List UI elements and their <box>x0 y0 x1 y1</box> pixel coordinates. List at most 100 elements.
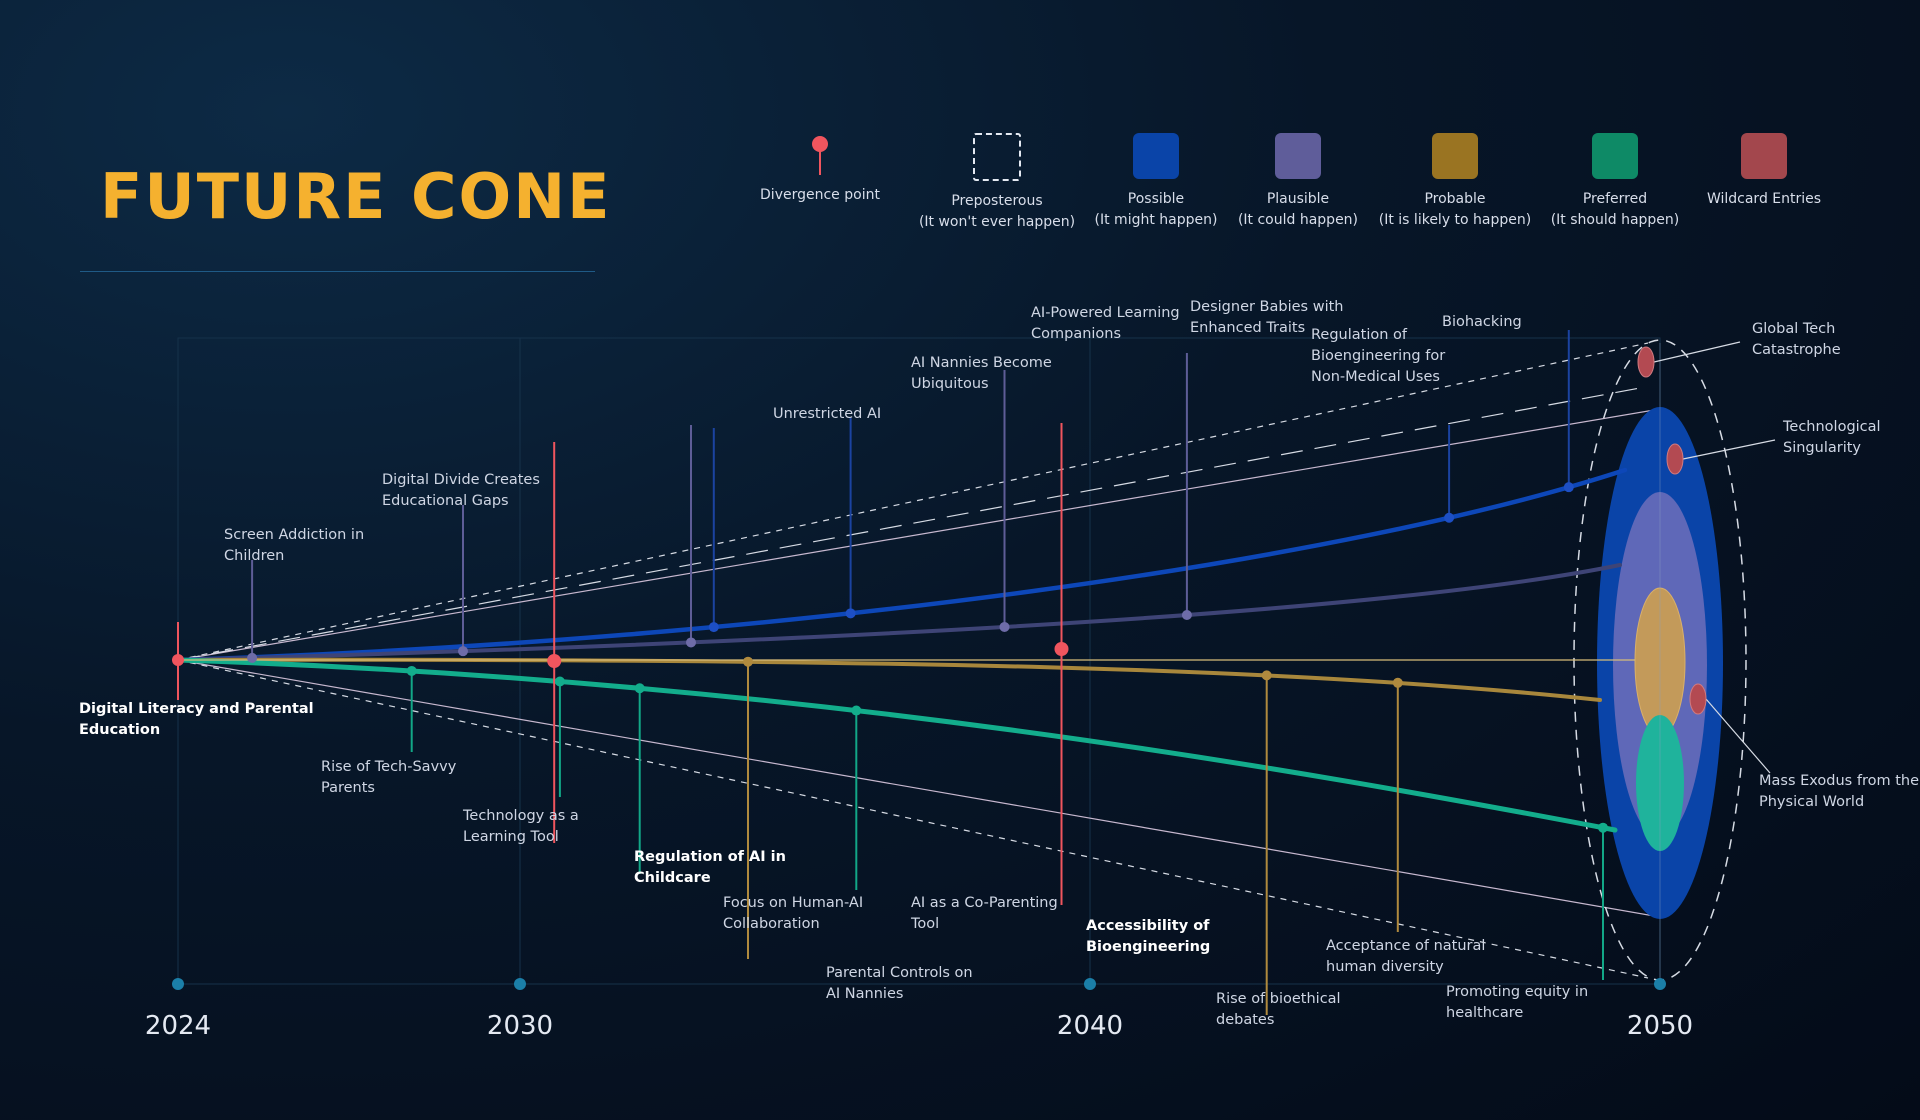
preposterous-upper-edge <box>177 342 1649 661</box>
plausible-event-label: Unrestricted AI <box>773 406 881 422</box>
wildcard-marker <box>1637 346 1655 378</box>
preferred-event-label-line: healthcare <box>1446 1005 1523 1021</box>
origin-label: Digital Literacy and Parental Education <box>79 701 314 738</box>
divergence-point <box>547 654 562 668</box>
legend-label: Possible <box>1127 191 1185 207</box>
wildcard-label-line: Mass Exodus from the <box>1759 773 1919 789</box>
year-marker <box>1654 978 1666 990</box>
probable-event-label-line: Acceptance of natural <box>1326 938 1485 954</box>
year-axis: 2024 2030 2040 2050 <box>145 978 1693 1041</box>
possible-event-label-line: Regulation of <box>1311 327 1408 343</box>
wildcard-label-line: Catastrophe <box>1752 342 1841 358</box>
legend-sublabel: (It should happen) <box>1550 212 1680 228</box>
possible-event-label-line: Biohacking <box>1442 314 1522 330</box>
possible-event-dot <box>708 622 719 633</box>
plausible-event-label-line: Companions <box>1031 326 1121 342</box>
plausible-upper-edge <box>177 387 1641 661</box>
legend-label: Divergence point <box>760 187 880 203</box>
preferred-event-label-line: Parents <box>321 780 375 796</box>
year-marker <box>514 978 526 990</box>
possible-swatch-icon <box>1133 133 1179 179</box>
possible-curve <box>175 467 1628 663</box>
possible-event-dot <box>1444 512 1455 523</box>
legend-sublabel: (It won't ever happen) <box>918 214 1076 230</box>
event-dots <box>172 346 1707 833</box>
probable-event-label: Acceptance of natural human diversity <box>1326 938 1485 975</box>
preferred-event-dot <box>634 683 645 694</box>
possible-event-dot <box>1563 482 1574 493</box>
legend-label: Probable <box>1424 191 1486 207</box>
preferred-event-label: Focus on Human-AI Collaboration <box>723 895 863 932</box>
event-stems <box>177 330 1776 1015</box>
year-marker <box>172 978 184 990</box>
divergence-pin-icon <box>812 133 828 179</box>
plausible-event-label: AI-Powered Learning Companions <box>1031 305 1180 342</box>
preferred-event-dot <box>1598 822 1608 833</box>
probable-event-dot <box>1392 677 1403 688</box>
legend-sublabel: (It could happen) <box>1237 212 1359 228</box>
legend-item-possible: Possible (It might happen) <box>1076 130 1236 231</box>
plausible-event-label-line: Designer Babies with <box>1190 299 1343 315</box>
plausible-event-label-line: Screen Addiction in <box>224 527 364 543</box>
preferred-event-dot <box>851 705 862 716</box>
plausible-curve <box>176 563 1622 662</box>
wildcard-marker <box>1689 683 1707 715</box>
cone-end-ellipses <box>1573 339 1747 981</box>
plausible-event-label-line: Educational Gaps <box>382 493 509 509</box>
legend-item-plausible: Plausible (It could happen) <box>1218 130 1378 231</box>
plausible-event-label-line: Unrestricted AI <box>773 406 881 422</box>
probable-event-dot <box>743 656 753 667</box>
origin-divergence-point <box>172 654 184 666</box>
legend-label: Wildcard Entries <box>1706 191 1822 207</box>
year-label: 2050 <box>1627 1011 1693 1041</box>
possible-event-label-line: Ubiquitous <box>911 376 989 392</box>
preferred-curve <box>175 657 1618 833</box>
legend-item-divergence: Divergence point <box>740 130 900 206</box>
origin-label-line: Digital Literacy and Parental <box>79 701 314 717</box>
plausible-event-label: Designer Babies with Enhanced Traits <box>1190 299 1343 336</box>
scenario-curves <box>175 467 1635 833</box>
divergence-event-label: Regulation of AI in Childcare <box>634 849 786 886</box>
possible-event-label: Regulation of Bioengineering for Non-Medic… <box>1311 327 1445 385</box>
preferred-event-label-line: Focus on Human-AI <box>723 895 863 911</box>
divergence-event-label-line: Childcare <box>634 870 711 886</box>
wildcard-label-line: Technological <box>1782 419 1881 435</box>
year-label: 2024 <box>145 1011 211 1041</box>
page-title: FUTURE CONE <box>100 160 612 233</box>
preferred-event-label-line: Technology as a <box>462 808 579 824</box>
legend-label: Plausible <box>1266 191 1330 207</box>
preferred-event-label: AI as a Co-Parenting Tool <box>910 895 1058 932</box>
preferred-event-label-line: Rise of Tech-Savvy <box>321 759 457 775</box>
wildcard-label-line: Singularity <box>1783 440 1861 456</box>
wildcard-label: Mass Exodus from the Physical World <box>1759 773 1919 810</box>
legend-label: Preferred <box>1582 191 1648 207</box>
probable-event-label: Rise of bioethical debates <box>1216 991 1341 1028</box>
possible-event-label-line: AI Nannies Become <box>911 355 1052 371</box>
possible-event-label-line: Bioengineering for <box>1311 348 1445 364</box>
probable-event-label-line: debates <box>1216 1012 1274 1028</box>
preferred-event-label-line: AI as a Co-Parenting <box>911 895 1058 911</box>
preferred-event-label: Rise of Tech-Savvy Parents <box>321 759 457 796</box>
plausible-event-label-line: Enhanced Traits <box>1190 320 1305 336</box>
plausible-event-dot <box>458 646 468 657</box>
legend-sublabel: (It is likely to happen) <box>1378 212 1532 228</box>
wildcard-label-line: Global Tech <box>1752 321 1835 337</box>
year-label: 2040 <box>1057 1011 1123 1041</box>
preferred-event-label-line: Promoting equity in <box>1446 984 1588 1000</box>
probable-swatch-icon <box>1432 133 1478 179</box>
legend-item-preferred: Preferred (It should happen) <box>1535 130 1695 231</box>
preferred-event-label-line: Tool <box>910 916 939 932</box>
probable-event-label-line: Rise of bioethical <box>1216 991 1341 1007</box>
divergence-event-label-line: Accessibility of <box>1086 918 1210 934</box>
plausible-event-dot <box>247 652 258 663</box>
preferred-event-dot <box>554 676 565 687</box>
divergence-event-label-line: Bioengineering <box>1086 939 1210 955</box>
plausible-event-label-line: Children <box>224 548 284 564</box>
wildcard-label: Technological Singularity <box>1782 419 1881 456</box>
wildcard-swatch-icon <box>1741 133 1787 179</box>
probable-event-label-line: human diversity <box>1326 959 1444 975</box>
year-label: 2030 <box>487 1011 553 1041</box>
preposterous-lower-edge <box>177 659 1649 979</box>
wildcard-leader <box>1653 341 1741 363</box>
